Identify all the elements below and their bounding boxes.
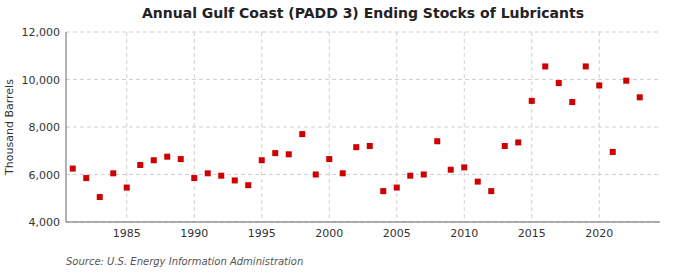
- point: [124, 185, 130, 191]
- points: [70, 63, 643, 200]
- point: [407, 173, 413, 179]
- point: [259, 157, 265, 163]
- grid-line: [66, 222, 660, 223]
- grid-line: [599, 32, 600, 222]
- x-tick-label: 2015: [518, 227, 546, 240]
- point: [164, 154, 170, 160]
- point: [596, 82, 602, 88]
- point: [488, 188, 494, 194]
- point: [421, 172, 427, 178]
- point: [97, 194, 103, 200]
- point: [434, 138, 440, 144]
- x-tick-label: 1985: [113, 227, 141, 240]
- x-tick-label: 2005: [383, 227, 411, 240]
- point: [245, 182, 251, 188]
- point: [272, 150, 278, 156]
- point: [556, 80, 562, 86]
- point: [218, 173, 224, 179]
- grid-line: [531, 32, 532, 222]
- grid-line: [66, 174, 660, 175]
- point: [367, 143, 373, 149]
- point: [583, 63, 589, 69]
- point: [340, 170, 346, 176]
- point: [353, 144, 359, 150]
- point: [569, 99, 575, 105]
- point: [394, 185, 400, 191]
- grid-line: [126, 32, 127, 222]
- y-tick-label: 4,000: [29, 216, 61, 229]
- grid-line: [464, 32, 465, 222]
- point: [313, 172, 319, 178]
- x-axis: [66, 222, 660, 223]
- point: [502, 143, 508, 149]
- title: Annual Gulf Coast (PADD 3) Ending Stocks…: [142, 5, 584, 21]
- point: [475, 179, 481, 185]
- point: [326, 156, 332, 162]
- x-tick-label: 2000: [315, 227, 343, 240]
- point: [380, 188, 386, 194]
- y-tick-label: 10,000: [22, 74, 61, 87]
- y-axis-label: Thousand Barrels: [3, 79, 16, 176]
- point: [529, 98, 535, 104]
- point: [286, 151, 292, 157]
- point: [299, 131, 305, 137]
- annotation: Source: U.S. Energy Information Administ…: [66, 256, 303, 267]
- grid-line: [329, 32, 330, 222]
- grid-line: [261, 32, 262, 222]
- grid-line: [66, 127, 660, 128]
- point: [110, 170, 116, 176]
- point: [70, 166, 76, 172]
- point: [178, 156, 184, 162]
- y-tick-label: 8,000: [29, 121, 61, 134]
- y-tick-label: 6,000: [29, 169, 61, 182]
- grid-line: [396, 32, 397, 222]
- point: [448, 167, 454, 173]
- x-tick-label: 2020: [585, 227, 613, 240]
- grid-line: [66, 32, 660, 33]
- x-tick-label: 2010: [450, 227, 478, 240]
- point: [623, 78, 629, 84]
- point: [542, 63, 548, 69]
- point: [515, 139, 521, 145]
- point: [232, 177, 238, 183]
- point: [191, 175, 197, 181]
- y-axis: [66, 32, 67, 222]
- background: [0, 0, 675, 275]
- x-tick-label: 1990: [180, 227, 208, 240]
- point: [461, 164, 467, 170]
- grid-line: [66, 79, 660, 80]
- point: [137, 162, 143, 168]
- point: [637, 94, 643, 100]
- point: [83, 175, 89, 181]
- point: [610, 149, 616, 155]
- point: [151, 157, 157, 163]
- point: [205, 170, 211, 176]
- x-tick-label: 1995: [248, 227, 276, 240]
- grid-line: [194, 32, 195, 222]
- y-tick-label: 12,000: [22, 26, 61, 39]
